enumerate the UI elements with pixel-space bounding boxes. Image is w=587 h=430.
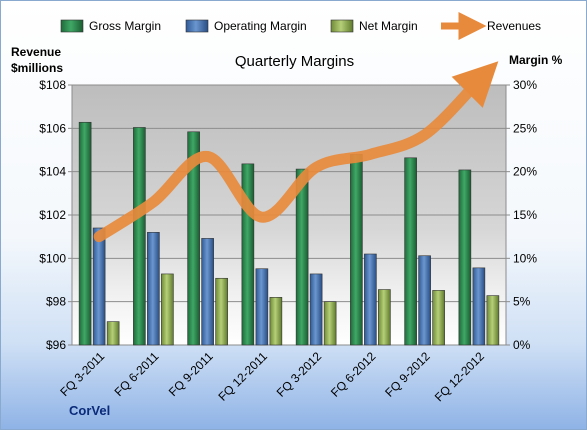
legend-swatch	[330, 19, 354, 33]
bar-net-margin	[106, 321, 120, 346]
left-axis-title-line1: Revenue	[11, 45, 62, 59]
right-tick-label: 0%	[513, 338, 531, 352]
left-tick-label: $98	[46, 295, 66, 309]
left-tick-label: $100	[39, 251, 66, 265]
legend-swatch	[60, 19, 84, 33]
x-tick-label: FQ 12-2012	[432, 349, 487, 404]
bar-gross-margin	[133, 127, 146, 346]
bar-operating-margin	[364, 253, 377, 346]
bar-gross-margin	[404, 157, 417, 346]
brand-label: CorVel	[69, 403, 111, 418]
bar-net-margin	[161, 273, 174, 346]
bar-gross-margin	[295, 168, 309, 346]
chart-title: Quarterly Margins	[234, 53, 355, 70]
x-tick-label: FQ 3-2012	[274, 349, 325, 400]
left-tick-label: $102	[39, 208, 66, 222]
x-tick-label: FQ 3-2011	[57, 349, 107, 399]
right-tick-label: 25%	[513, 121, 537, 135]
bar-net-margin	[269, 297, 283, 346]
bar-operating-margin	[472, 267, 486, 346]
right-tick-label: 15%	[513, 208, 537, 222]
right-axis-title: Margin %	[509, 53, 563, 67]
legend-label: Operating Margin	[214, 19, 307, 33]
x-tick-label: FQ 6-2011	[112, 349, 162, 399]
x-tick-label: FQ 9-2012	[382, 349, 433, 400]
bar-net-margin	[378, 289, 391, 346]
left-axis-title-line2: $millions	[11, 61, 64, 75]
legend-label: Revenues	[487, 19, 541, 33]
legend-swatch	[185, 19, 209, 33]
bar-gross-margin	[458, 169, 472, 346]
x-tick-label: FQ 9-2011	[166, 349, 216, 399]
revenue-line	[93, 61, 499, 243]
bar-gross-margin	[78, 121, 92, 346]
right-tick-label: 10%	[513, 251, 537, 265]
right-tick-label: 5%	[513, 295, 531, 309]
bar-net-margin	[486, 295, 500, 346]
left-tick-label: $108	[39, 78, 66, 92]
bar-net-margin	[432, 290, 445, 346]
bar-operating-margin	[201, 238, 214, 346]
bar-gross-margin	[187, 131, 200, 346]
legend-label: Net Margin	[359, 19, 418, 33]
bar-operating-margin	[92, 227, 106, 346]
left-tick-label: $106	[39, 121, 66, 135]
bar-operating-margin	[255, 268, 269, 346]
left-tick-label: $104	[39, 165, 66, 179]
right-tick-label: 30%	[513, 78, 537, 92]
left-tick-label: $96	[46, 338, 66, 352]
right-tick-label: 20%	[513, 165, 537, 179]
legend-label: Gross Margin	[89, 19, 161, 33]
bar-operating-margin	[309, 273, 323, 346]
x-tick-label: FQ 12-2011	[215, 349, 270, 404]
bar-operating-margin	[147, 232, 160, 346]
x-tick-label: FQ 6-2012	[328, 349, 379, 400]
bar-net-margin	[323, 301, 337, 346]
bar-net-margin	[215, 277, 228, 346]
bar-gross-margin	[350, 154, 363, 346]
bar-operating-margin	[418, 255, 431, 346]
